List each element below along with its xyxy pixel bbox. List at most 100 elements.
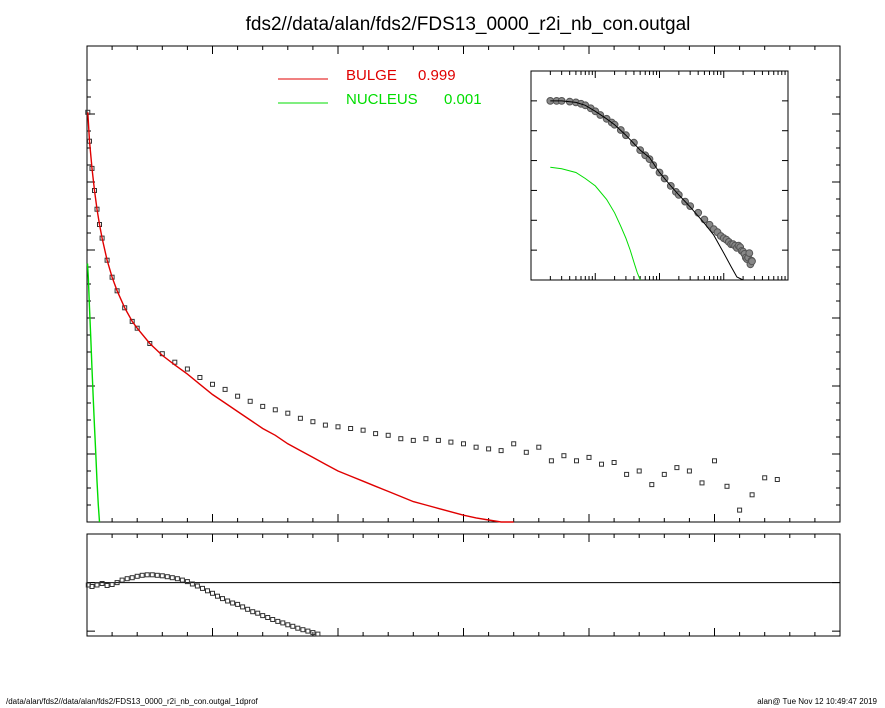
data-point [147, 341, 153, 346]
data-point [724, 483, 730, 489]
data-point [222, 386, 228, 392]
residual-point [270, 617, 276, 622]
data-point [636, 468, 642, 474]
data-point [461, 441, 466, 447]
data-point [486, 446, 492, 452]
data-point [272, 407, 278, 413]
data-point [599, 461, 604, 467]
data-point [536, 444, 542, 450]
inset-data-point [748, 257, 756, 266]
residual-point [179, 577, 185, 583]
bulge-line [87, 112, 514, 523]
data-point [335, 424, 341, 430]
inset-nucleus-line [550, 166, 641, 281]
data-point [122, 305, 128, 311]
residual-point [189, 581, 195, 587]
data-point [737, 507, 743, 513]
data-point [762, 475, 768, 481]
residual-point [169, 575, 175, 581]
data-point [473, 444, 479, 450]
residual-point [139, 572, 145, 578]
data-point [699, 480, 705, 486]
chart-title: fds2//data/alan/fds2/FDS13_0000_r2i_nb_c… [246, 14, 691, 35]
data-point [310, 419, 316, 425]
data-point [624, 471, 630, 477]
residual-point [235, 601, 241, 607]
data-point [435, 437, 441, 443]
residual-point [230, 600, 236, 606]
residual-point [215, 593, 220, 599]
residual-point [205, 588, 210, 594]
data-point [385, 432, 391, 438]
data-point [235, 393, 241, 399]
residual-point [124, 576, 130, 582]
data-point [749, 492, 755, 498]
residual-point [210, 590, 215, 596]
data-point [423, 436, 429, 442]
residual-point [245, 606, 251, 612]
inset-data-point [700, 215, 709, 224]
data-point [611, 460, 617, 465]
legend-nucleus-value: 0.001 [444, 91, 482, 108]
residual-point [194, 583, 200, 589]
data-point [260, 403, 266, 409]
residual-point [285, 622, 291, 628]
data-point [184, 366, 190, 372]
residual-point [104, 583, 110, 588]
legend-bulge-value: 0.999 [418, 67, 456, 84]
residual-point [200, 585, 205, 591]
legend: BULGE 0.999 NUCLEUS 0.001 [278, 67, 482, 108]
data-point [498, 448, 504, 454]
data-point [197, 375, 203, 380]
legend-nucleus-label: NUCLEUS [346, 91, 418, 108]
residual-point [240, 604, 246, 610]
residual-point [310, 630, 316, 636]
residual-point [295, 625, 301, 631]
residual-point [159, 573, 165, 579]
data-point [360, 427, 366, 433]
residual-point [315, 631, 321, 637]
residual-point [94, 582, 100, 588]
data-point [210, 381, 215, 387]
residual-point [164, 574, 170, 580]
residual-point [114, 580, 120, 586]
data-point [285, 410, 291, 416]
residual-point [275, 618, 281, 624]
residual-point [154, 572, 160, 578]
data-point [686, 468, 692, 474]
residual-point [144, 572, 150, 578]
residual-point [225, 598, 231, 604]
residual-point [134, 573, 140, 579]
residual-point [99, 581, 105, 586]
residual-point [255, 610, 261, 616]
footer-path: /data/alan/fds2//data/alan/fds2/FDS13_00… [6, 697, 259, 706]
inset-model-line [550, 100, 744, 281]
data-point [398, 436, 404, 442]
main-plot [85, 45, 841, 523]
data-point [712, 458, 717, 464]
data-point [574, 458, 579, 464]
residual-point [109, 582, 115, 587]
data-point [247, 398, 253, 404]
data-point [561, 453, 567, 459]
inset-plot [530, 70, 789, 281]
residual-point [149, 572, 155, 578]
legend-bulge-label: BULGE [346, 67, 397, 84]
residual-point [129, 575, 135, 581]
data-point [674, 465, 680, 471]
data-point [523, 449, 529, 455]
residual-point [250, 609, 256, 615]
data-point [410, 437, 416, 443]
residual-point [174, 576, 180, 582]
residual-point [290, 623, 296, 629]
data-point [297, 415, 303, 421]
residual-point [265, 615, 271, 620]
inset-data-point [630, 138, 638, 147]
residual-point [89, 584, 95, 589]
residual-point [305, 628, 311, 634]
data-point [586, 454, 592, 460]
data-point [373, 431, 379, 437]
residual-point [184, 579, 190, 585]
data-point [548, 458, 554, 464]
